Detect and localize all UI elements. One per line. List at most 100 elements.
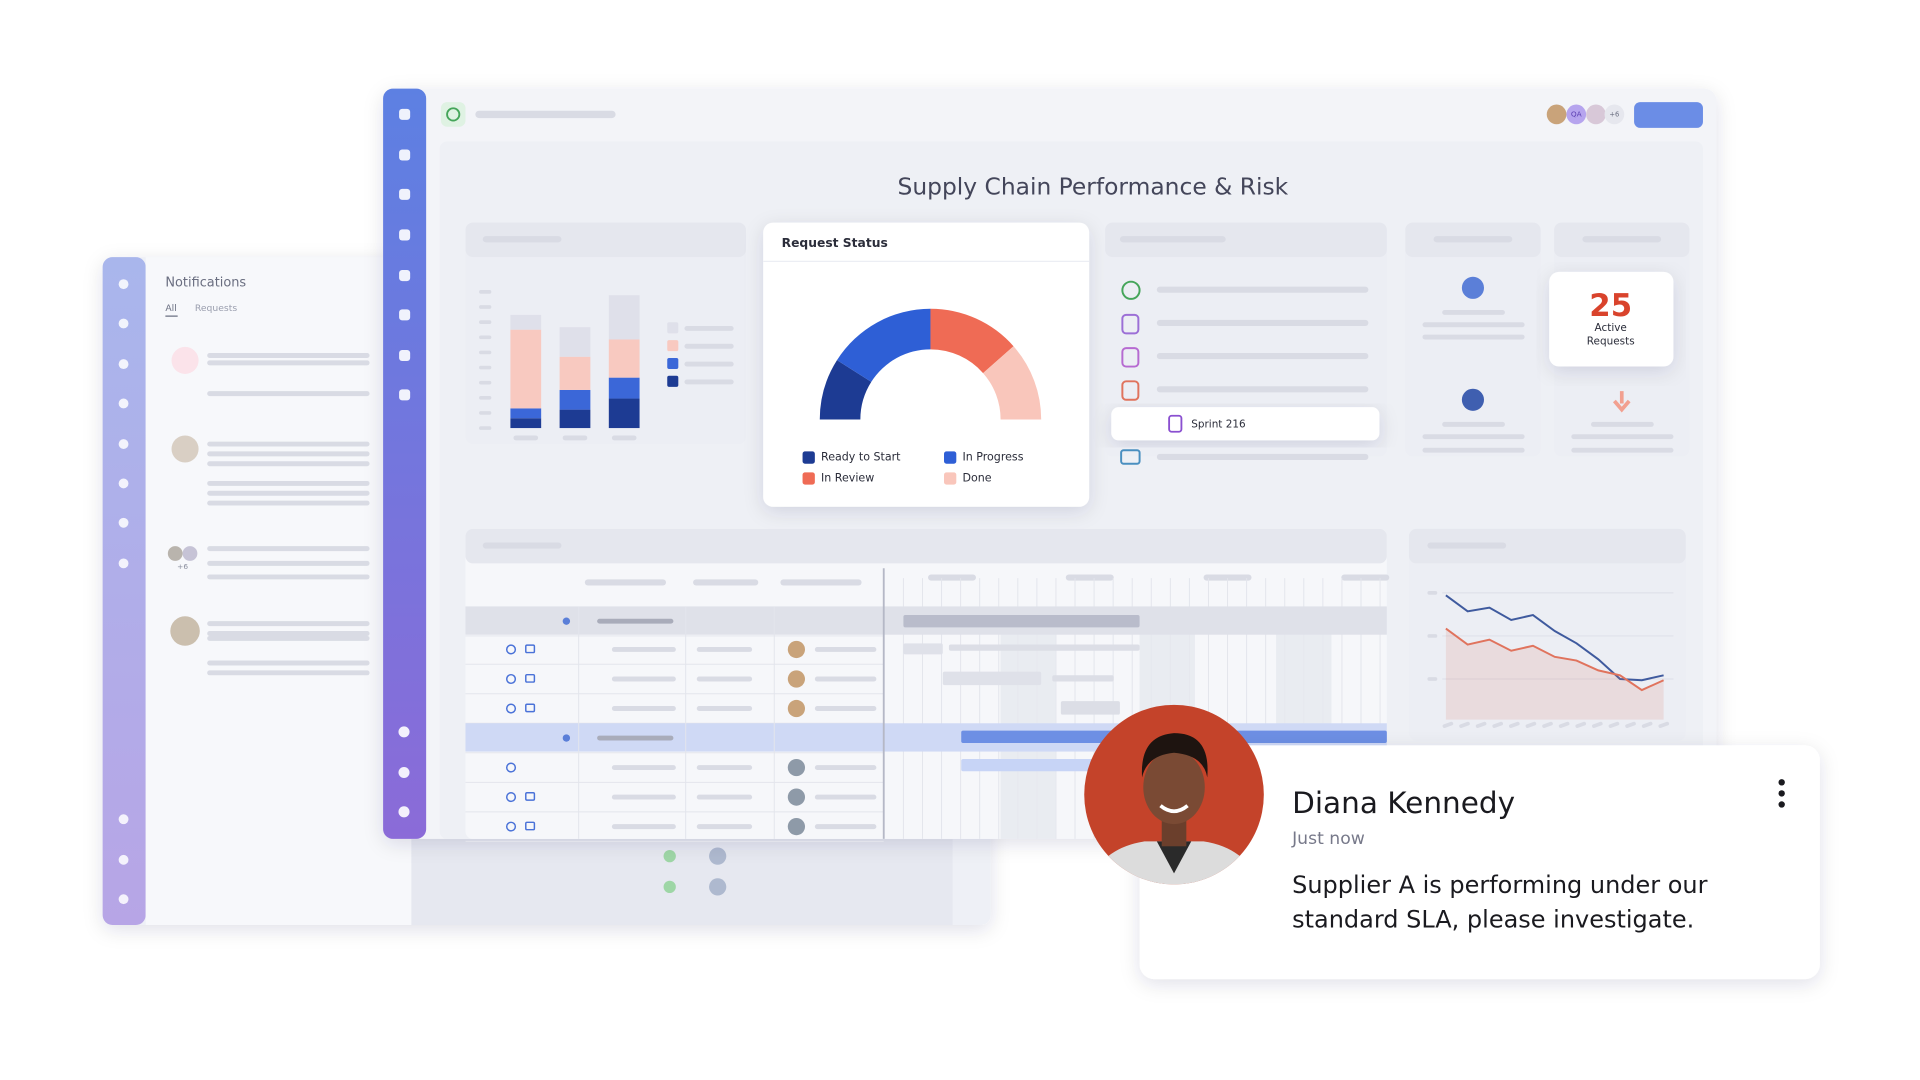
axis-placeholder — [479, 320, 492, 324]
status-dot — [663, 849, 676, 863]
cell-placeholder — [611, 706, 676, 711]
placeholder — [1422, 322, 1525, 328]
nav-icon[interactable] — [399, 309, 411, 321]
link-icon — [505, 821, 517, 832]
list-icon — [1121, 380, 1140, 401]
bar-segment — [559, 327, 591, 357]
nav-icon[interactable] — [399, 229, 411, 241]
menu-dot[interactable] — [1778, 801, 1785, 808]
bar-segment — [510, 418, 542, 429]
assignee — [787, 670, 806, 688]
cell-placeholder — [814, 647, 877, 652]
axis-placeholder — [479, 395, 492, 400]
x-tick-placeholder — [1542, 721, 1553, 728]
breadcrumb — [475, 110, 616, 119]
nav-icon[interactable] — [399, 270, 411, 282]
col-header-placeholder — [780, 579, 862, 586]
list-item-label: Sprint 216 — [1191, 418, 1245, 430]
bar-segment — [559, 409, 591, 429]
nav-icon[interactable] — [118, 558, 129, 569]
sidebar — [102, 257, 146, 926]
toast-card — [1139, 745, 1820, 980]
gantt-bar — [903, 615, 1140, 628]
cell-placeholder — [814, 824, 877, 830]
assignee — [787, 788, 806, 806]
cell-placeholder — [696, 824, 753, 830]
legend-placeholder — [684, 379, 734, 385]
card-title-placeholder — [1119, 236, 1226, 243]
nav-icon[interactable] — [118, 517, 129, 528]
x-tick-placeholder — [1558, 721, 1570, 728]
col-header-placeholder — [693, 579, 759, 586]
placeholder — [1442, 421, 1505, 427]
indicator — [1461, 388, 1485, 411]
col-header-placeholder — [584, 579, 667, 586]
comment-icon — [525, 821, 536, 831]
placeholder — [207, 660, 370, 666]
avatar — [709, 847, 727, 865]
comment-icon — [525, 644, 536, 654]
placeholder — [207, 631, 370, 636]
legend-label: In Review — [821, 471, 874, 484]
placeholder — [207, 574, 370, 580]
nav-icon[interactable] — [118, 478, 129, 489]
axis-placeholder — [479, 365, 492, 370]
placeholder — [1427, 542, 1507, 549]
placeholder — [1433, 236, 1513, 243]
cell-placeholder — [814, 794, 877, 800]
nav-icon[interactable] — [118, 398, 129, 409]
bell-icon — [562, 617, 571, 625]
gantt-bar — [1060, 701, 1120, 715]
hair — [1141, 733, 1208, 778]
tick-placeholder — [1427, 634, 1438, 638]
nav-icon[interactable] — [399, 389, 411, 401]
menu-dot[interactable] — [1778, 779, 1785, 786]
date-placeholder — [1065, 574, 1114, 581]
nav-icon[interactable] — [118, 439, 129, 449]
nav-icon[interactable] — [118, 854, 129, 865]
x-label-placeholder — [513, 435, 539, 441]
tab[interactable]: All — [165, 303, 176, 314]
cell-placeholder — [611, 676, 676, 682]
share-button[interactable] — [1634, 102, 1703, 128]
legend-label: In Progress — [962, 451, 1023, 464]
x-tick-placeholder — [1658, 721, 1670, 728]
menu-dot[interactable] — [1778, 790, 1785, 797]
list-icon — [1121, 347, 1140, 368]
assignee — [787, 640, 806, 659]
nav-icon[interactable] — [118, 814, 129, 825]
kpi-label: Active Requests — [1586, 322, 1635, 349]
axis-placeholder — [479, 411, 492, 415]
card-header — [1408, 528, 1686, 564]
link-icon — [505, 644, 517, 655]
x-label-placeholder — [611, 435, 637, 441]
nav-icon[interactable] — [118, 279, 129, 290]
nav-icon[interactable] — [399, 149, 411, 161]
nav-icon[interactable] — [399, 108, 411, 120]
legend-placeholder — [684, 343, 734, 349]
app-icon[interactable] — [440, 102, 466, 127]
cell-placeholder — [814, 706, 877, 711]
notification-toast: Diana Kennedy Just now Supplier A is per… — [1084, 704, 1820, 980]
legend-label: Done — [962, 471, 991, 484]
nav-icon[interactable] — [399, 349, 411, 362]
more-badge: +6 — [1609, 110, 1619, 118]
nav-icon[interactable] — [118, 318, 129, 329]
nav-icon[interactable] — [398, 726, 410, 738]
smile — [1159, 804, 1189, 814]
placeholder — [207, 451, 370, 457]
nav-icon[interactable] — [118, 359, 129, 370]
avatar — [1546, 104, 1567, 125]
gantt-bar — [903, 643, 943, 655]
face — [1143, 750, 1205, 825]
x-tick-placeholder — [1525, 721, 1537, 728]
avatar — [182, 546, 198, 561]
tab[interactable]: Requests — [195, 303, 237, 314]
nav-icon[interactable] — [399, 188, 411, 200]
divider — [763, 260, 1090, 263]
nav-icon[interactable] — [398, 806, 410, 818]
weekend-band — [1000, 606, 1056, 839]
nav-icon[interactable] — [118, 894, 129, 905]
nav-icon[interactable] — [398, 766, 410, 779]
bar-segment — [510, 408, 542, 419]
